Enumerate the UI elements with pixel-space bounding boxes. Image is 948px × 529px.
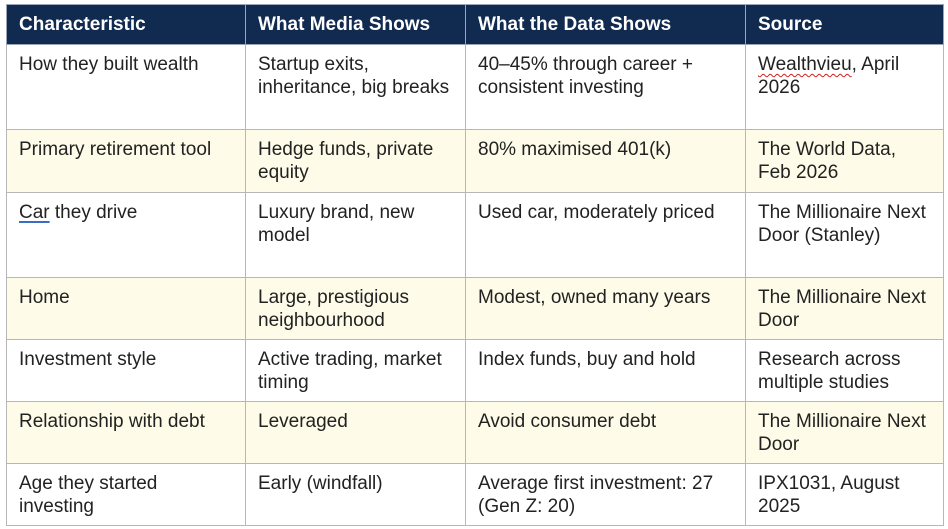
table-row: How they built wealth Startup exits, inh…	[6, 44, 944, 130]
cell-media: Leveraged	[245, 401, 466, 464]
cell-media: Luxury brand, new model	[245, 192, 466, 278]
cell-data: 80% maximised 401(k)	[465, 129, 746, 193]
table-row: Relationship with debt Leveraged Avoid c…	[6, 401, 944, 464]
cell-data: Avoid consumer debt	[465, 401, 746, 464]
cell-data: Average first investment: 27 (Gen Z: 20)	[465, 463, 746, 526]
cell-data: Index funds, buy and hold	[465, 339, 746, 402]
cell-data: Modest, owned many years	[465, 277, 746, 340]
cell-characteristic: Investment style	[6, 339, 246, 402]
header-characteristic: Characteristic	[6, 4, 246, 45]
table-row: Car they drive Luxury brand, new model U…	[6, 192, 944, 278]
cell-data: Used car, moderately priced	[465, 192, 746, 278]
table-row: Age they started investing Early (windfa…	[6, 463, 944, 526]
cell-characteristic: Relationship with debt	[6, 401, 246, 464]
cell-source: Wealthvieu, April 2026	[745, 44, 944, 130]
cell-media: Active trading, market timing	[245, 339, 466, 402]
characteristic-text: they drive	[49, 202, 138, 223]
cell-source: The World Data, Feb 2026	[745, 129, 944, 193]
header-row: Characteristic What Media Shows What the…	[6, 4, 944, 45]
comparison-table: Characteristic What Media Shows What the…	[6, 4, 944, 526]
cell-data: 40–45% through career + consistent inves…	[465, 44, 746, 130]
table-row: Investment style Active trading, market …	[6, 339, 944, 402]
cell-source: The Millionaire Next Door (Stanley)	[745, 192, 944, 278]
source-text: , April 2026	[758, 54, 900, 98]
cell-media: Large, prestigious neighbourhood	[245, 277, 466, 340]
cell-characteristic: How they built wealth	[6, 44, 246, 130]
cell-source: IPX1031, August 2025	[745, 463, 944, 526]
cell-characteristic: Age they started investing	[6, 463, 246, 526]
grammar-flagged-word[interactable]: Car	[19, 202, 50, 223]
cell-source: Research across multiple studies	[745, 339, 944, 402]
cell-characteristic: Home	[6, 277, 246, 340]
cell-source: The Millionaire Next Door	[745, 277, 944, 340]
cell-source: The Millionaire Next Door	[745, 401, 944, 464]
spellcheck-flagged-word[interactable]: Wealthvieu	[758, 54, 852, 75]
cell-media: Early (windfall)	[245, 463, 466, 526]
cell-media: Hedge funds, private equity	[245, 129, 466, 193]
header-data: What the Data Shows	[465, 4, 746, 45]
cell-characteristic: Primary retirement tool	[6, 129, 246, 193]
header-media: What Media Shows	[245, 4, 466, 45]
table-row: Home Large, prestigious neighbourhood Mo…	[6, 277, 944, 340]
cell-media: Startup exits, inheritance, big breaks	[245, 44, 466, 130]
cell-characteristic: Car they drive	[6, 192, 246, 278]
table-row: Primary retirement tool Hedge funds, pri…	[6, 129, 944, 193]
header-source: Source	[745, 4, 944, 45]
